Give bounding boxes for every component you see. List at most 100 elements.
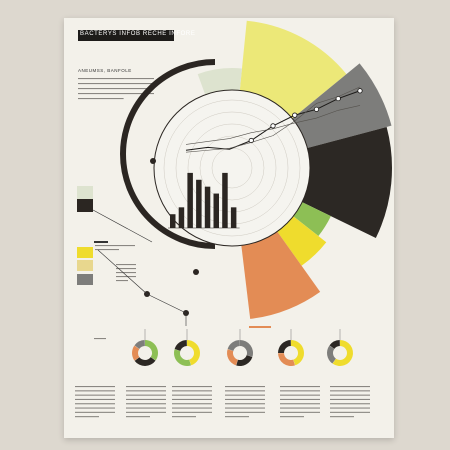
text-line xyxy=(126,390,166,392)
text-line xyxy=(95,249,119,251)
text-line xyxy=(78,88,154,90)
text-line xyxy=(126,398,166,400)
donut-segment xyxy=(332,340,353,366)
text-line xyxy=(225,398,265,400)
outer-dark-arc xyxy=(120,59,216,249)
bar xyxy=(196,179,202,228)
text-line xyxy=(75,386,115,388)
line-series xyxy=(185,105,361,145)
bar xyxy=(204,186,211,228)
donut-segment xyxy=(134,357,156,367)
text-line xyxy=(330,386,370,388)
text-line xyxy=(116,264,136,266)
text-line xyxy=(225,411,265,413)
text-line xyxy=(75,398,115,400)
text-line xyxy=(172,411,212,413)
donut-segment xyxy=(187,340,201,366)
text-line xyxy=(126,407,166,409)
text-line xyxy=(280,394,320,396)
text-line xyxy=(172,403,212,405)
guide-circle xyxy=(199,135,265,201)
text-line xyxy=(330,416,354,418)
guide-circle xyxy=(163,99,301,237)
text-line xyxy=(126,403,166,405)
line-point xyxy=(270,123,276,129)
text-line xyxy=(116,280,128,282)
text-line xyxy=(94,338,106,340)
text-line xyxy=(126,411,166,413)
text-line xyxy=(225,386,265,388)
accent-labels xyxy=(94,241,271,328)
donut-segment xyxy=(327,345,336,364)
text-line xyxy=(280,398,320,400)
line-series xyxy=(185,86,361,153)
text-line xyxy=(172,398,212,400)
text-line xyxy=(116,268,136,270)
text-line xyxy=(225,407,265,409)
text-line xyxy=(280,411,320,413)
text-blocks xyxy=(75,78,370,418)
bar xyxy=(230,207,237,228)
text-line xyxy=(330,411,370,413)
text-line xyxy=(330,390,370,392)
bar xyxy=(213,193,219,228)
text-line xyxy=(280,403,320,405)
line-point xyxy=(292,112,298,118)
connector-lines xyxy=(92,209,187,326)
text-line xyxy=(280,407,320,409)
donut-segment xyxy=(278,353,296,366)
poster-title: BACTERYS INFOB RECHE INFORE xyxy=(80,31,196,37)
line-point xyxy=(357,88,363,94)
text-line xyxy=(126,416,150,418)
text-line xyxy=(172,416,196,418)
donut-segment xyxy=(226,349,238,366)
text-line xyxy=(75,411,115,413)
pie-slice xyxy=(232,126,392,239)
text-line xyxy=(172,394,212,396)
donut-segment xyxy=(329,340,340,349)
bar-chart xyxy=(168,172,240,229)
text-line xyxy=(75,390,115,392)
donut-segment xyxy=(278,340,291,353)
text-line xyxy=(75,394,115,396)
bar xyxy=(178,207,185,228)
donut-segment xyxy=(291,340,305,366)
donut-segment xyxy=(236,355,253,366)
poster-subtitle: ANEUMSS, BANFOLE xyxy=(78,68,132,73)
donut-segment xyxy=(173,349,192,366)
bar xyxy=(187,172,193,228)
text-line xyxy=(172,386,212,388)
text-line xyxy=(330,407,370,409)
text-line xyxy=(75,407,115,409)
text-line xyxy=(116,272,136,274)
left-legend xyxy=(77,186,93,285)
donut-segment xyxy=(227,340,240,351)
text-line xyxy=(172,407,212,409)
text-line xyxy=(95,245,135,247)
donut-chart-row xyxy=(132,329,353,367)
donut-segment xyxy=(134,340,145,349)
donut-segment xyxy=(145,340,159,361)
text-line xyxy=(75,403,115,405)
donut-segment xyxy=(174,340,187,351)
text-line xyxy=(280,390,320,392)
text-line xyxy=(78,98,124,100)
text-line xyxy=(78,78,154,80)
line-point xyxy=(313,106,320,112)
text-line xyxy=(75,416,99,418)
text-line xyxy=(78,83,154,85)
bar xyxy=(222,172,228,228)
text-line xyxy=(330,403,370,405)
text-line xyxy=(172,390,212,392)
text-line xyxy=(225,416,249,418)
title-bar xyxy=(78,30,174,41)
text-line xyxy=(330,394,370,396)
text-line xyxy=(280,386,320,388)
text-line xyxy=(126,394,166,396)
text-line xyxy=(225,403,265,405)
text-line xyxy=(126,386,166,388)
text-line xyxy=(78,93,154,95)
donut-segment xyxy=(240,340,253,357)
text-line xyxy=(330,398,370,400)
